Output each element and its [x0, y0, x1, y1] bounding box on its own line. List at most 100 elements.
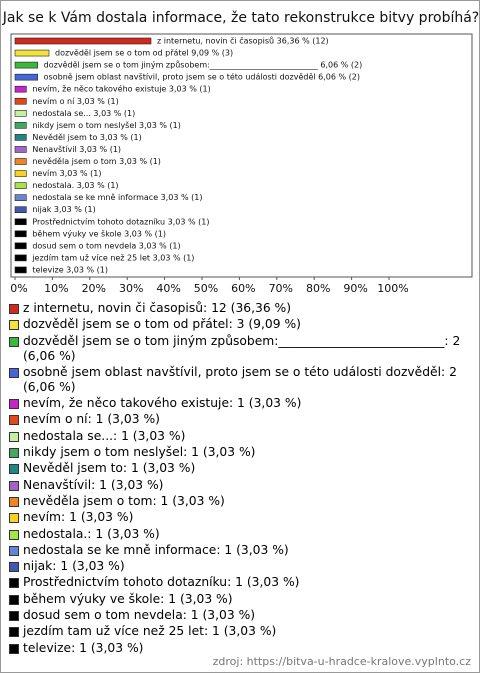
- legend-label: dosud sem o tom nevdela: 1 (3,03 %): [23, 608, 256, 623]
- bar: [14, 194, 27, 201]
- plot-frame: [10, 33, 473, 278]
- bar: [14, 158, 27, 165]
- legend-swatch: [9, 611, 19, 622]
- bar-label: z internetu, novin či časopisů 36,36 % (…: [157, 36, 329, 46]
- x-tick-label: 60%: [231, 282, 255, 295]
- chart: Jak se k Vám dostala informace, že tato …: [2, 10, 480, 295]
- bar: [14, 97, 27, 105]
- legend-swatch: [9, 431, 19, 442]
- bar: [14, 61, 38, 69]
- legend-swatch: [9, 578, 19, 589]
- legend-item: z internetu, novin či časopisů: 12 (36,3…: [9, 301, 471, 316]
- legend-label: jezdím tam už více než 25 let: 1 (3,03 %…: [23, 624, 277, 639]
- legend-label: osobně jsem oblast navštívil, proto jsem…: [23, 364, 457, 394]
- bar-label: nikdy jsem o tom neslyšel 3,03 % (1): [32, 120, 181, 130]
- bar: [14, 218, 27, 226]
- x-tick-label: 30%: [119, 282, 143, 295]
- bar-label: nijak 3,03 % (1): [32, 205, 95, 214]
- legend-item: nevěděla jsem o tom: 1 (3,03 %): [9, 494, 471, 509]
- bar: [14, 122, 27, 129]
- legend-label: nevěděla jsem o tom: 1 (3,03 %): [23, 493, 225, 508]
- bar-label: během výuky ve škole 3,03 % (1): [32, 228, 166, 238]
- x-tick-label: 0%: [10, 282, 27, 295]
- bar: [14, 242, 27, 250]
- legend-swatch: [9, 627, 19, 638]
- bar: [14, 49, 50, 57]
- legend-label: během výuky ve škole: 1 (3,03 %): [23, 591, 233, 606]
- x-tick-label: 100%: [377, 282, 408, 295]
- x-tick-label: 20%: [82, 282, 106, 295]
- legend-item: dosud sem o tom nevdela: 1 (3,03 %): [9, 608, 471, 623]
- source: zdroj: https://bitva-u-hradce-kralove.vy…: [212, 655, 471, 668]
- legend-label: Nevěděl jsem to: 1 (3,03 %): [23, 461, 196, 476]
- legend-swatch: [9, 513, 19, 524]
- legend-item: nedostala se...: 1 (3,03 %): [9, 429, 471, 444]
- bar: [14, 146, 27, 153]
- x-tick-label: 80%: [306, 282, 330, 295]
- legend-swatch: [9, 415, 19, 426]
- legend-label: nevím, že něco takového existuje: 1 (3,0…: [23, 396, 302, 411]
- legend-label: nedostala.: 1 (3,03 %): [23, 526, 160, 541]
- legend: z internetu, novin či časopisů: 12 (36,3…: [9, 301, 471, 657]
- legend-item: nikdy jsem o tom neslyšel: 1 (3,03 %): [9, 445, 471, 460]
- bar: [14, 110, 27, 117]
- legend-swatch: [9, 464, 19, 475]
- bar-label: nevěděla jsem o tom 3,03 % (1): [32, 157, 161, 166]
- legend-item: nijak: 1 (3,03 %): [9, 559, 471, 574]
- x-tick-label: 10%: [44, 282, 68, 295]
- bar-label: Nevěděl jsem to 3,03 % (1): [32, 133, 141, 142]
- bar-label: nevím, že něco takového existuje 3,03 % …: [32, 84, 210, 94]
- legend-item: Prostřednictvím tohoto dotazníku: 1 (3,0…: [9, 575, 471, 590]
- legend-swatch: [9, 336, 19, 347]
- bar-label: jezdím tam už více než 25 let 3,03 % (1): [31, 253, 194, 262]
- legend-label: dozvěděl jsem se o tom jiným způsobem:__…: [23, 333, 461, 363]
- bar: [14, 134, 27, 141]
- bar-label: Nenavštívil 3,03 % (1): [32, 144, 121, 154]
- bar-label: televize 3,03 % (1): [32, 265, 108, 274]
- bar-label: dosud sem o tom nevdela 3,03 % (1): [32, 241, 180, 250]
- legend-label: televize: 1 (3,03 %): [23, 640, 144, 655]
- legend-swatch: [9, 480, 19, 491]
- legend-item: nedostala.: 1 (3,03 %): [9, 527, 471, 542]
- legend-item: dozvěděl jsem se o tom od přátel: 3 (9,0…: [9, 317, 471, 332]
- bar: [14, 85, 27, 93]
- bar-label: dozvěděl jsem se o tom od přátel 9,09 % …: [55, 49, 233, 58]
- legend-swatch: [9, 367, 19, 378]
- bar-label: nedostala se ke mně informace 3,03 % (1): [32, 193, 202, 202]
- legend-swatch: [9, 320, 19, 331]
- bar: [14, 266, 27, 274]
- legend-swatch: [9, 643, 19, 654]
- legend-label: nijak: 1 (3,03 %): [23, 559, 125, 574]
- bar: [14, 73, 38, 81]
- legend-label: z internetu, novin či časopisů: 12 (36,3…: [23, 301, 292, 315]
- legend-swatch: [9, 496, 19, 507]
- x-tick-label: 50%: [194, 282, 218, 295]
- legend-item: nedostala se ke mně informace: 1 (3,03 %…: [9, 543, 471, 558]
- legend-label: Nenavštívil: 1 (3,03 %): [23, 477, 164, 492]
- legend-item: nevím o ní: 1 (3,03 %): [9, 412, 471, 427]
- legend-label: Prostřednictvím tohoto dotazníku: 1 (3,0…: [23, 575, 300, 590]
- legend-swatch: [9, 399, 19, 410]
- x-tick-label: 40%: [156, 282, 180, 295]
- bar-label: nevím 3,03 % (1): [32, 169, 101, 178]
- bar-label: nedostala se... 3,03 % (1): [32, 109, 135, 118]
- legend-swatch: [9, 529, 19, 540]
- bar-label: nevím o ní 3,03 % (1): [32, 97, 118, 106]
- bar-label: osobně jsem oblast navštívil, proto jsem…: [44, 72, 360, 82]
- legend-swatch: [9, 562, 19, 573]
- legend-label: nevím o ní: 1 (3,03 %): [23, 412, 160, 427]
- legend-item: během výuky ve škole: 1 (3,03 %): [9, 592, 471, 607]
- x-tick-label: 70%: [269, 282, 293, 295]
- legend-label: nikdy jsem o tom neslyšel: 1 (3,03 %): [23, 445, 256, 460]
- bar: [14, 182, 27, 189]
- bar-label: dozvěděl jsem se o tom jiným způsobem:__…: [44, 60, 363, 70]
- legend-item: dozvěděl jsem se o tom jiným způsobem:__…: [9, 334, 471, 364]
- legend-item: Nevěděl jsem to: 1 (3,03 %): [9, 461, 471, 476]
- legend-item: nevím: 1 (3,03 %): [9, 510, 471, 525]
- legend-label: nedostala se ke mně informace: 1 (3,03 %…: [23, 542, 289, 557]
- legend-swatch: [9, 594, 19, 605]
- legend-label: nedostala se...: 1 (3,03 %): [23, 428, 186, 443]
- legend-item: televize: 1 (3,03 %): [9, 641, 471, 656]
- chart-title: Jak se k Vám dostala informace, že tato …: [2, 10, 480, 26]
